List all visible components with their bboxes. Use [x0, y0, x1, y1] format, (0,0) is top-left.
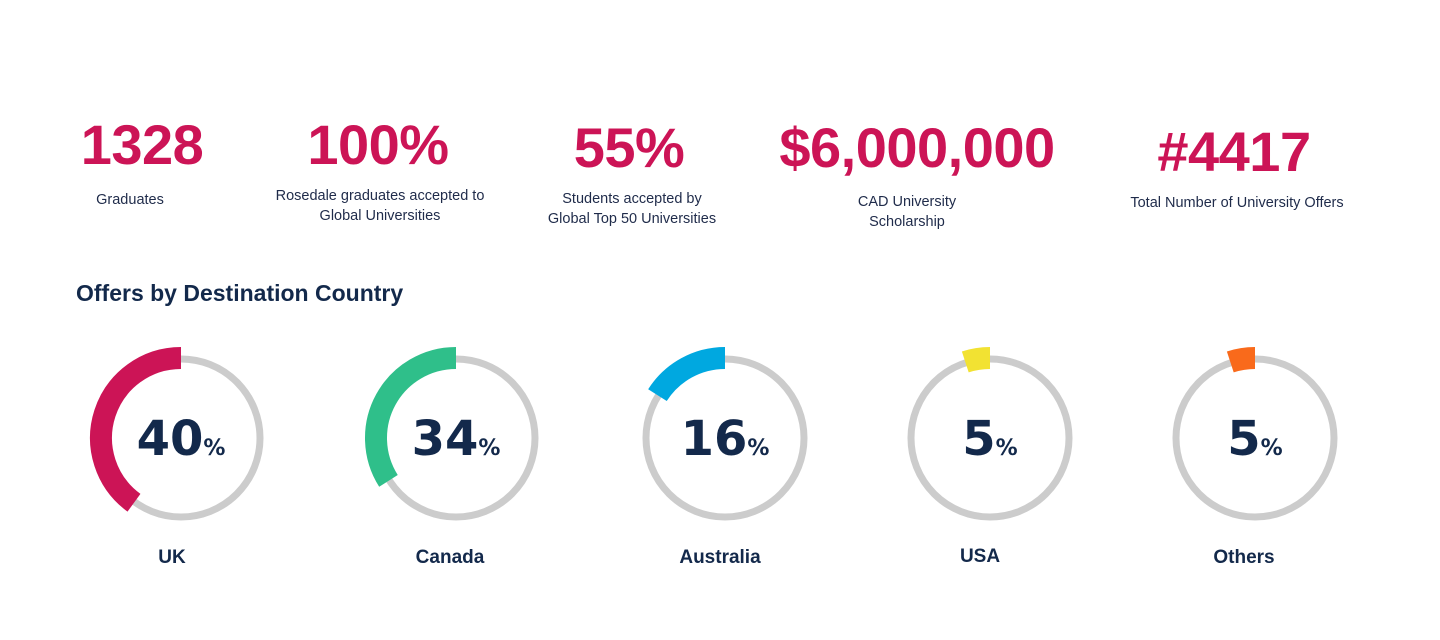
- stat-offers-label: Total Number of University Offers: [1130, 195, 1344, 211]
- donut-value-canada: 34%: [412, 411, 501, 467]
- stat-scholarship-label: CAD University Scholarship: [857, 194, 957, 230]
- donut-value-others: 5%: [1227, 411, 1282, 467]
- stat-graduates-label: Graduates: [96, 192, 164, 208]
- country-label-australia: Australia: [679, 547, 761, 568]
- stat-offers-value: #4417: [1157, 120, 1311, 183]
- stat-top50-value: 55%: [573, 116, 685, 179]
- stat-accepted-label: Rosedale graduates accepted to Global Un…: [275, 188, 485, 224]
- donut-value-australia: 16%: [681, 411, 770, 467]
- donut-arc-australia: [648, 347, 726, 402]
- country-label-uk: UK: [158, 547, 186, 568]
- donut-arc-others: [1226, 347, 1256, 373]
- country-label-usa: USA: [959, 546, 1001, 567]
- section-title: Offers by Destination Country: [76, 280, 404, 306]
- donut-value-usa: 5%: [962, 411, 1017, 467]
- stat-scholarship-value: $6,000,000: [779, 116, 1055, 179]
- donut-track-australia: [642, 355, 808, 521]
- stat-graduates-value: 1328: [80, 113, 204, 176]
- country-label-others: Others: [1213, 547, 1275, 568]
- donut-value-uk: 40%: [137, 411, 226, 467]
- stat-top50-label: Students accepted by Global Top 50 Unive…: [547, 191, 717, 227]
- country-label-canada: Canada: [415, 547, 485, 568]
- donut-arc-canada: [365, 347, 457, 487]
- donut-arc-uk: [90, 347, 182, 512]
- donut-arc-usa: [961, 347, 991, 373]
- stat-accepted-value: 100%: [307, 113, 449, 176]
